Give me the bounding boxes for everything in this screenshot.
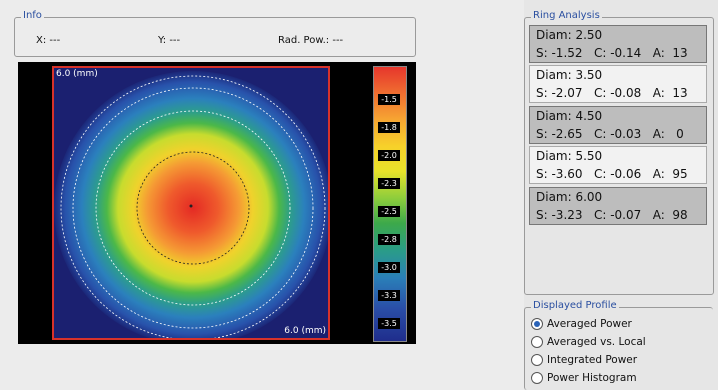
radio-label: Averaged vs. Local xyxy=(547,336,646,348)
colorbar-tick: -1.5 xyxy=(378,94,400,105)
scale-label-bottom: 6.0 (mm) xyxy=(284,326,326,336)
right-pane: Ring Analysis Diam: 2.50 S: -1.52 C: -0.… xyxy=(524,0,718,390)
displayed-profile-group: Displayed Profile Averaged Power Average… xyxy=(524,300,713,390)
colorbar-tick: -2.5 xyxy=(378,206,400,217)
ring-diam-row[interactable]: Diam: 6.00 xyxy=(529,187,707,206)
info-group: Info xyxy=(14,10,416,57)
ring-values-row[interactable]: S: -3.60 C: -0.06 A: 95 xyxy=(529,165,707,184)
colorbar-tick: -3.0 xyxy=(378,262,400,273)
y-readout: Y: --- xyxy=(158,35,181,46)
info-title: Info xyxy=(21,10,44,21)
ring-analysis-group: Ring Analysis Diam: 2.50 S: -1.52 C: -0.… xyxy=(524,10,714,295)
radio-dot[interactable] xyxy=(531,336,543,348)
radio-dot[interactable] xyxy=(531,318,543,330)
radio-power-histogram[interactable]: Power Histogram xyxy=(531,372,637,384)
radio-averaged-power[interactable]: Averaged Power xyxy=(531,318,632,330)
ring-diam-row[interactable]: Diam: 3.50 xyxy=(529,65,707,84)
radio-label: Averaged Power xyxy=(547,318,632,330)
map-frame[interactable]: 6.0 (mm) 6.0 (mm) xyxy=(52,66,330,340)
ring-values-row[interactable]: S: -1.52 C: -0.14 A: 13 xyxy=(529,44,707,63)
radio-dot[interactable] xyxy=(531,354,543,366)
x-readout: X: --- xyxy=(36,35,61,46)
colorbar-tick: -3.3 xyxy=(378,290,400,301)
ring-diam-row[interactable]: Diam: 5.50 xyxy=(529,146,707,165)
scale-label-top: 6.0 (mm) xyxy=(56,69,98,79)
left-pane: Info X: --- Y: --- Rad. Pow.: --- xyxy=(14,10,416,344)
radio-integrated-power[interactable]: Integrated Power xyxy=(531,354,637,366)
radio-averaged-vs-local[interactable]: Averaged vs. Local xyxy=(531,336,646,348)
ring-values-row[interactable]: S: -2.07 C: -0.08 A: 13 xyxy=(529,84,707,103)
colorbar-tick: -2.0 xyxy=(378,150,400,161)
colorbar-tick: -2.8 xyxy=(378,234,400,245)
radio-label: Power Histogram xyxy=(547,372,637,384)
colorbar-tick: -1.8 xyxy=(378,122,400,133)
displayed-profile-title: Displayed Profile xyxy=(531,300,619,311)
power-map-image xyxy=(54,68,328,338)
ring-diam-row[interactable]: Diam: 4.50 xyxy=(529,106,707,125)
power-map[interactable]: 6.0 (mm) 6.0 (mm) -1.5 -1.8 -2.0 -2.3 -2… xyxy=(18,62,416,344)
rad-pow-readout: Rad. Pow.: --- xyxy=(278,35,344,46)
colorbar-tick: -2.3 xyxy=(378,178,400,189)
ring-values-row[interactable]: S: -3.23 C: -0.07 A: 98 xyxy=(529,206,707,225)
radio-label: Integrated Power xyxy=(547,354,638,366)
radio-dot[interactable] xyxy=(531,372,543,384)
ring-values-row[interactable]: S: -2.65 C: -0.03 A: 0 xyxy=(529,125,707,144)
colorbar-tick: -3.5 xyxy=(378,318,400,329)
ring-diam-row[interactable]: Diam: 2.50 xyxy=(529,25,707,44)
ring-analysis-title: Ring Analysis xyxy=(531,10,602,21)
color-scale-bar: -1.5 -1.8 -2.0 -2.3 -2.5 -2.8 -3.0 -3.3 … xyxy=(373,66,407,342)
